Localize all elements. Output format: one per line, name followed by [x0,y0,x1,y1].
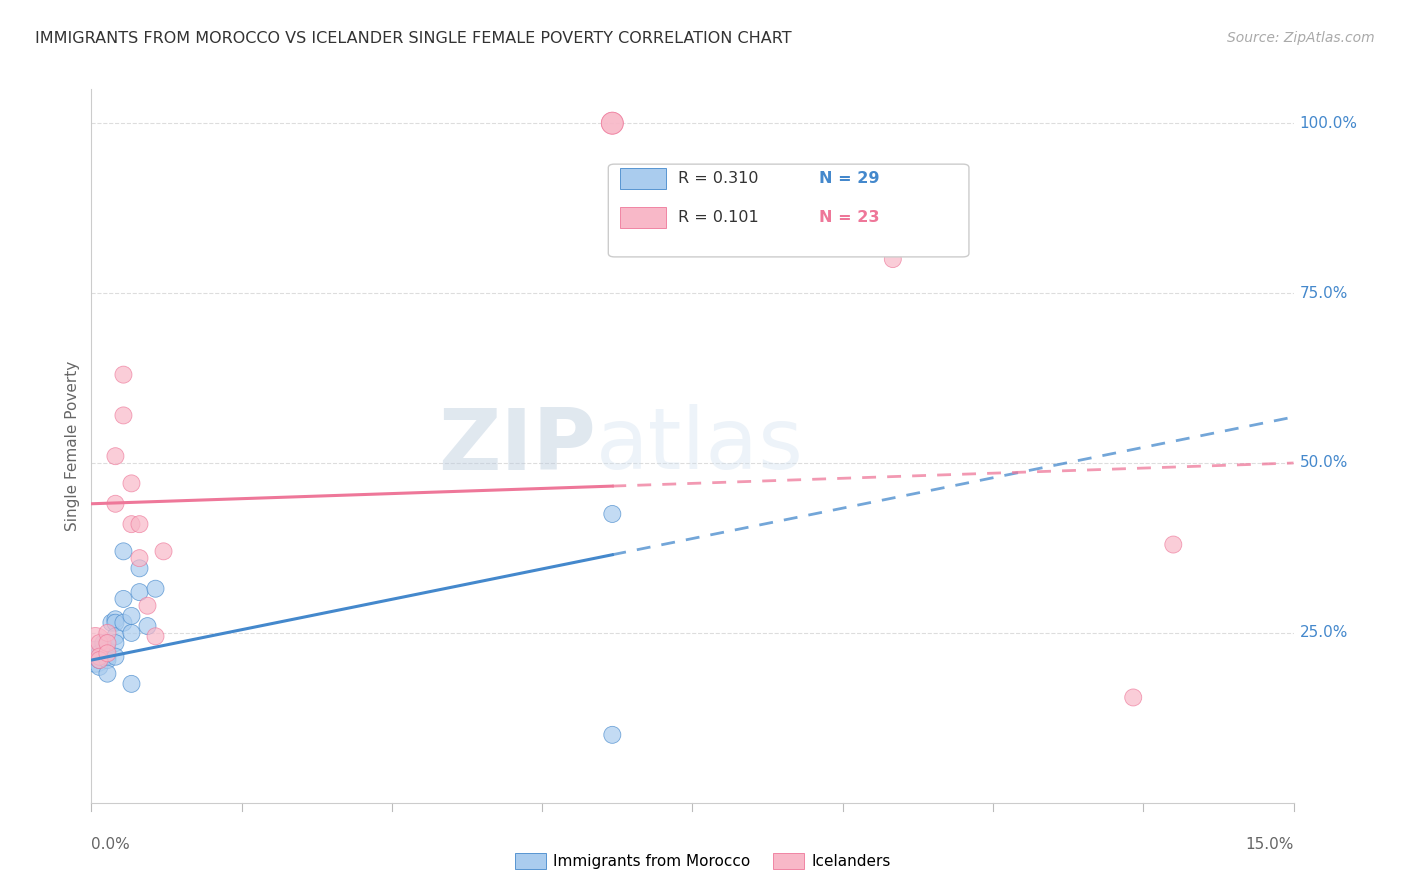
Text: 50.0%: 50.0% [1299,456,1348,470]
Point [112,591,135,606]
Bar [620,207,666,228]
Point [89,653,111,667]
Point [602,116,624,130]
Point [121,626,143,640]
Point [104,612,127,626]
Point [136,619,159,633]
Point [121,517,143,532]
Text: 100.0%: 100.0% [1299,116,1358,131]
Point [93,636,115,650]
Point [96,636,118,650]
Point [104,449,127,463]
Point [89,660,111,674]
Point [96,649,118,664]
Point [128,551,150,566]
Point [121,677,143,691]
Point [100,615,122,630]
Y-axis label: Single Female Poverty: Single Female Poverty [65,361,80,531]
Point [96,653,118,667]
Point [112,409,135,423]
Point [1122,690,1144,705]
Point [96,666,118,681]
Text: IMMIGRANTS FROM MOROCCO VS ICELANDER SINGLE FEMALE POVERTY CORRELATION CHART: IMMIGRANTS FROM MOROCCO VS ICELANDER SIN… [35,31,792,46]
Point [89,646,111,660]
Point [104,636,127,650]
Point [145,629,167,643]
Point [104,615,127,630]
Point [89,653,111,667]
Point [96,646,118,660]
Point [1163,537,1185,551]
Point [84,636,107,650]
Text: R = 0.310: R = 0.310 [678,171,758,186]
Point [89,649,111,664]
Text: N = 29: N = 29 [818,171,879,186]
Point [128,585,150,599]
Legend: Immigrants from Morocco, Icelanders: Immigrants from Morocco, Icelanders [509,847,897,875]
Point [602,507,624,521]
Text: N = 23: N = 23 [818,211,879,225]
Point [121,608,143,623]
Text: 25.0%: 25.0% [1299,625,1348,640]
Point [882,252,904,266]
Text: 15.0%: 15.0% [1246,838,1294,852]
Point [89,649,111,664]
Point [136,599,159,613]
Point [602,116,624,130]
Text: 75.0%: 75.0% [1299,285,1348,301]
Point [104,649,127,664]
Point [104,629,127,643]
Point [121,476,143,491]
Point [96,626,118,640]
Point [152,544,174,558]
Text: 0.0%: 0.0% [91,838,131,852]
Point [84,649,107,664]
Point [96,643,118,657]
Bar [620,168,666,189]
Point [602,728,624,742]
Point [96,636,118,650]
Text: R = 0.101: R = 0.101 [678,211,759,225]
Point [145,582,167,596]
Point [112,368,135,382]
Point [112,544,135,558]
Text: ZIP: ZIP [439,404,596,488]
Point [104,497,127,511]
Point [89,636,111,650]
Text: atlas: atlas [596,404,804,488]
FancyBboxPatch shape [609,164,969,257]
Text: Source: ZipAtlas.com: Source: ZipAtlas.com [1227,31,1375,45]
Point [128,517,150,532]
Point [128,561,150,575]
Point [112,615,135,630]
